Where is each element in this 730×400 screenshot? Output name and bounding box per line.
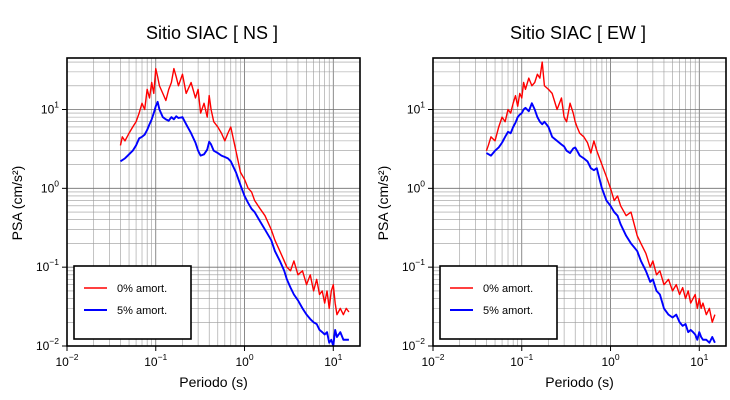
- y-tick-label: 100: [41, 178, 59, 195]
- legend-box: [73, 265, 192, 340]
- legend-label: 5% amort.: [483, 305, 533, 317]
- legend-label: 5% amort.: [117, 305, 167, 317]
- x-tick-label: 10−1: [144, 352, 167, 369]
- y-tick-label: 10−2: [402, 336, 425, 353]
- grid: [66, 58, 361, 347]
- x-tick-label: 10−2: [55, 352, 78, 369]
- legend-box: [439, 265, 558, 340]
- y-tick-label: 101: [407, 99, 425, 116]
- series-line-damped: [119, 100, 349, 347]
- series-line-undamped: [485, 61, 716, 323]
- legend: 0% amort. 5% amort.: [73, 265, 192, 340]
- chart-panel-1: 10−2 10−1 100 101 10−2 10−1 100 101 Sitio SIAC […: [9, 23, 361, 390]
- y-tick-label: 10−1: [36, 257, 59, 274]
- x-tick-label: 100: [601, 352, 619, 369]
- y-tick-label: 100: [407, 178, 425, 195]
- series-line-undamped: [119, 67, 350, 316]
- chart-title: Sitio SIAC [ NS ]: [146, 23, 278, 43]
- plot-frame: [432, 57, 727, 347]
- chart-panel-2: 10−2 10−1 100 101 10−2 10−1 100 101 Sitio SIAC […: [375, 23, 727, 390]
- chart-title: Sitio SIAC [ EW ]: [510, 23, 646, 43]
- x-tick-label: 100: [235, 352, 253, 369]
- x-tick-label: 10−2: [421, 352, 444, 369]
- y-tick-label: 10−1: [402, 257, 425, 274]
- x-axis-title: Periodo (s): [545, 374, 613, 390]
- x-axis-title: Periodo (s): [179, 374, 247, 390]
- legend: 0% amort. 5% amort.: [439, 265, 558, 340]
- series-line-damped: [485, 102, 716, 344]
- x-tick-label: 10−1: [510, 352, 533, 369]
- y-tick-label: 10−2: [36, 336, 59, 353]
- y-tick-label: 101: [41, 99, 59, 116]
- y-axis-title: PSA (cm/s²): [9, 166, 25, 241]
- y-axis-title: PSA (cm/s²): [375, 166, 391, 241]
- x-tick-label: 101: [324, 352, 342, 369]
- legend-label: 0% amort.: [117, 283, 167, 295]
- plot-frame: [66, 57, 361, 347]
- legend-label: 0% amort.: [483, 283, 533, 295]
- x-tick-label: 101: [690, 352, 708, 369]
